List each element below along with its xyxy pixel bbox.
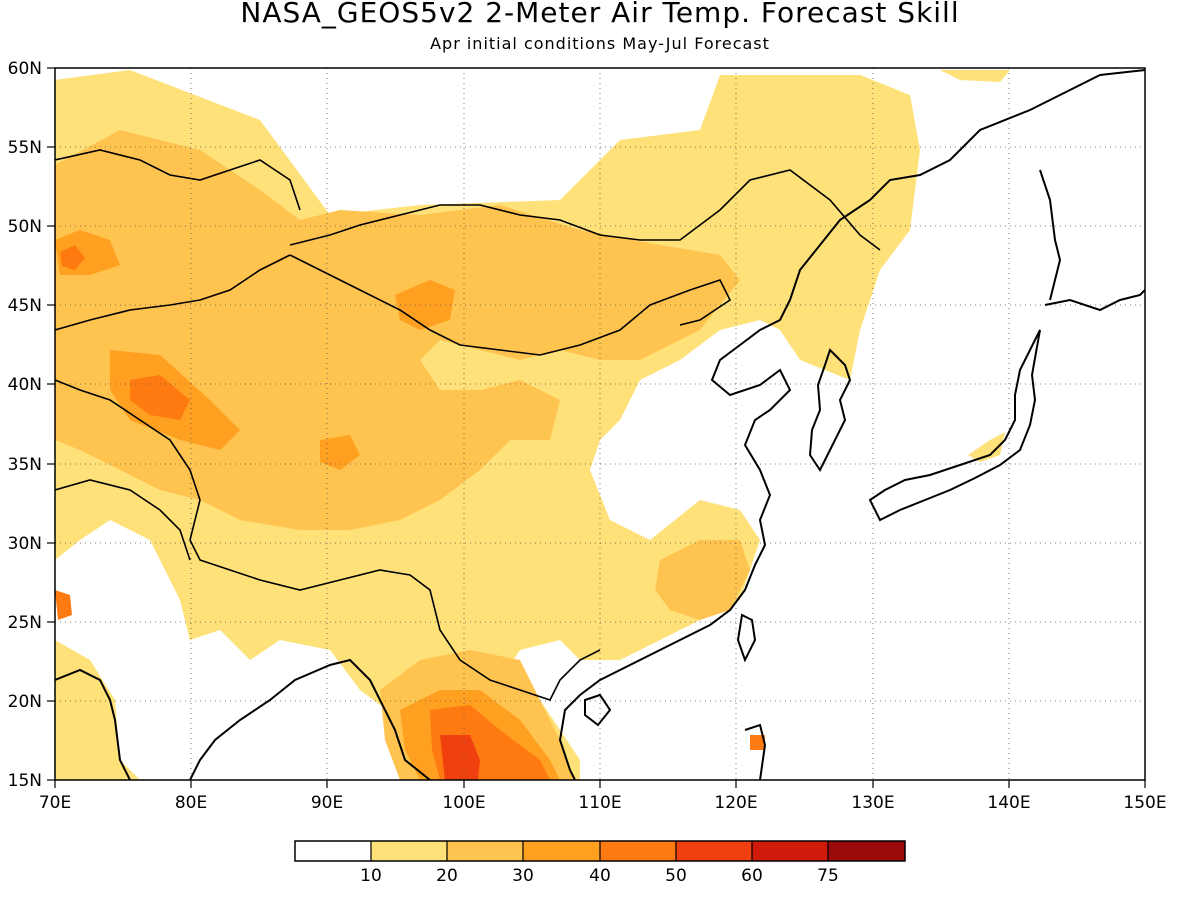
lon-tick-label: 140E [987,793,1030,813]
colorbar: 10 20 30 40 50 60 75 [294,840,906,886]
lon-tick-label: 120E [714,793,757,813]
skill-area-level1-ne [940,70,1010,82]
colorbar-label: 30 [512,866,534,886]
skill-area-level3-china [320,435,360,470]
skill-area-level4-south [55,590,72,620]
colorbar-label: 40 [589,866,611,886]
coastlines [55,69,1145,780]
colorbar-swatch [295,841,371,861]
coastline-philippines [744,723,767,780]
skill-area-level4-tibet [130,375,190,420]
colorbar-swatch [600,841,676,861]
lon-tick-label: 130E [851,793,894,813]
border-mongolia-china [289,254,732,356]
coastline-sakhalin [1039,169,1062,301]
lat-tick-label: 55N [8,138,42,158]
border-central-asia [55,149,301,211]
coastline-taiwan [736,613,757,663]
borders [55,149,881,701]
colorbar-swatch [523,841,600,861]
colorbar-label: 60 [741,866,763,886]
colorbar-swatch [828,841,905,861]
colorbar-label: 75 [817,866,839,886]
lat-tick-label: 15N [8,771,42,791]
lon-tick-label: 150E [1123,793,1166,813]
border-indochina [459,649,601,701]
coastline-india [55,668,131,780]
colorbar-label: 20 [436,866,458,886]
coastline-japan [868,329,1041,522]
colorbar-label: 10 [360,866,382,886]
lon-tick-label: 110E [578,793,621,813]
lon-tick-label: 90E [311,793,343,813]
lat-tick-label: 20N [8,692,42,712]
colorbar-label: 50 [665,866,687,886]
skill-area-level2-china-se [655,540,750,620]
lon-tick-label: 70E [39,793,71,813]
chart-title: NASA_GEOS5v2 2-Meter Air Temp. Forecast … [240,0,960,29]
lat-tick-label: 35N [8,455,42,475]
lat-tick-label: 60N [8,59,42,79]
skill-shading [55,70,1010,780]
lat-tick-label: 40N [8,375,42,395]
skill-area-level5-indochina [440,735,480,780]
colorbar-swatch [447,841,523,861]
lon-tick-label: 80E [175,793,207,813]
lat-tick-label: 45N [8,296,42,316]
coastline-japan-north [1044,289,1145,312]
border-southasia [55,479,191,561]
lon-tick-labels: 70E 80E 90E 100E 110E 120E 130E 140E 150… [39,793,1167,813]
coastline-east-asia [558,69,1145,780]
lat-tick-label: 50N [8,217,42,237]
chart-subtitle: Apr initial conditions May-Jul Forecast [430,34,770,53]
lat-tick-label: 30N [8,534,42,554]
colorbar-swatch [676,841,752,861]
skill-area-level4-taiwan [750,735,765,750]
border-china-west [55,379,461,661]
lat-tick-labels: 15N 20N 25N 30N 35N 40N 45N 50N 55N 60N [8,59,42,791]
axis-ticks [47,67,1146,788]
coastline-bay-of-bengal [189,658,431,780]
colorbar-swatch [752,841,828,861]
border-kazakh-china [55,254,291,331]
skill-area-level1-japan [968,432,1005,462]
grid-lines [55,68,1145,780]
colorbar-swatch [371,841,447,861]
lon-tick-label: 100E [442,793,485,813]
skill-area-level1-south [55,640,140,780]
skill-area-level4-kazakh [60,245,85,270]
lat-tick-label: 25N [8,613,42,633]
coastline-hainan [584,693,612,727]
border-russia-mongolia [289,169,881,251]
coastline-korea [808,348,852,472]
